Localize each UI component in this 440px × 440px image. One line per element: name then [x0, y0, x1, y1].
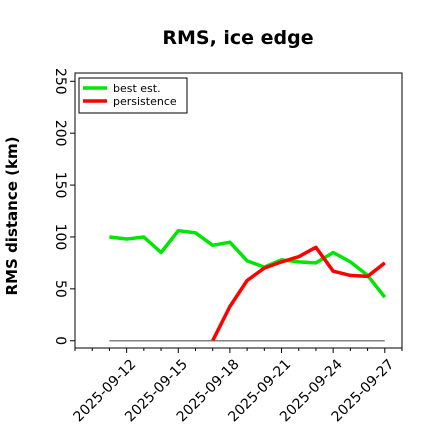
- y-tick-label: 50: [52, 280, 68, 298]
- legend-box: [78, 77, 188, 114]
- series-line-best-est-: [109, 228, 387, 299]
- y-tick-label: 150: [52, 172, 68, 199]
- y-axis-ticks: 0 50 100 150 200 250: [52, 68, 75, 345]
- series-line-persistence: [211, 245, 386, 342]
- legend-label-persistence: persistence: [113, 95, 177, 108]
- plot-area: [74, 72, 403, 349]
- x-axis-ticks: 2025-09-122025-09-152025-09-182025-09-21…: [71, 348, 403, 425]
- legend: best est.persistence: [78, 77, 188, 114]
- y-tick-label: 200: [52, 120, 68, 147]
- legend-label-best-est-: best est.: [113, 82, 161, 95]
- y-tick-label: 0: [52, 336, 68, 345]
- chart-title: RMS, ice edge: [162, 27, 313, 49]
- y-axis-label: RMS distance (km): [3, 137, 21, 296]
- y-tick-label: 250: [52, 68, 68, 95]
- y-tick-label: 100: [52, 224, 68, 251]
- series-layer: [109, 228, 387, 342]
